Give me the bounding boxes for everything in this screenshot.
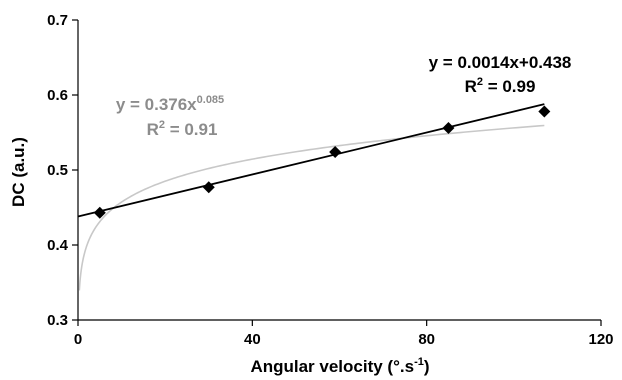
data-points [93,105,551,219]
data-point [442,122,455,134]
y-tick-label: 0.5 [47,162,68,179]
y-tick-label: 0.6 [47,87,68,104]
y-tick-label: 0.4 [47,237,69,254]
linear-fit-r2-prefix: R [465,77,477,96]
data-point [93,206,106,219]
linear-fit-r2-value: = 0.99 [483,77,535,96]
y-tick-label: 0.7 [47,12,68,29]
linear-fit-r2: R2 = 0.99 [465,76,536,96]
linear-fit-line [77,103,545,218]
x-tick-label: 80 [418,331,435,348]
power-fit-r2-sup: 2 [159,119,165,131]
y-axis-label: DC (a.u.) [9,137,28,207]
power-fit-equation-base: y = 0.376x [116,95,197,114]
x-tick-label: 0 [74,331,82,348]
x-axis-label-sup: -1 [414,356,424,368]
x-axis-label-main: Angular velocity (°.s [250,357,414,376]
power-fit-curve [78,124,545,291]
power-fit-equation-exp: 0.085 [197,94,225,106]
power-fit-r2: R2 = 0.91 [147,119,218,139]
y-ticks: 0.3 0.4 0.5 0.6 0.7 [47,12,78,329]
power-fit-r2-prefix: R [147,120,159,139]
data-point [202,181,215,194]
power-fit-equation: y = 0.376x0.085 [116,94,224,114]
x-ticks: 0 40 80 120 [74,320,614,348]
x-axis-label: Angular velocity (°.s-1) [250,356,429,376]
x-tick-label: 40 [244,331,261,348]
x-axis-label-end: ) [424,357,430,376]
linear-fit-equation: y = 0.0014x+0.438 [429,53,572,72]
linear-fit-r2-sup: 2 [477,76,483,88]
data-point [329,146,342,158]
power-fit-r2-value: = 0.91 [165,120,217,139]
x-tick-label: 120 [588,331,613,348]
data-point [538,105,551,118]
y-tick-label: 0.3 [47,312,68,329]
